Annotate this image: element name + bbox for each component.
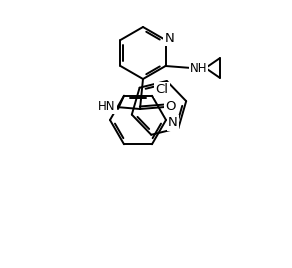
Text: O: O — [166, 100, 176, 114]
Text: N: N — [165, 32, 174, 44]
Text: HN: HN — [98, 99, 116, 113]
Text: NH: NH — [190, 61, 207, 75]
Text: Cl: Cl — [156, 83, 168, 96]
Text: N: N — [168, 117, 178, 129]
